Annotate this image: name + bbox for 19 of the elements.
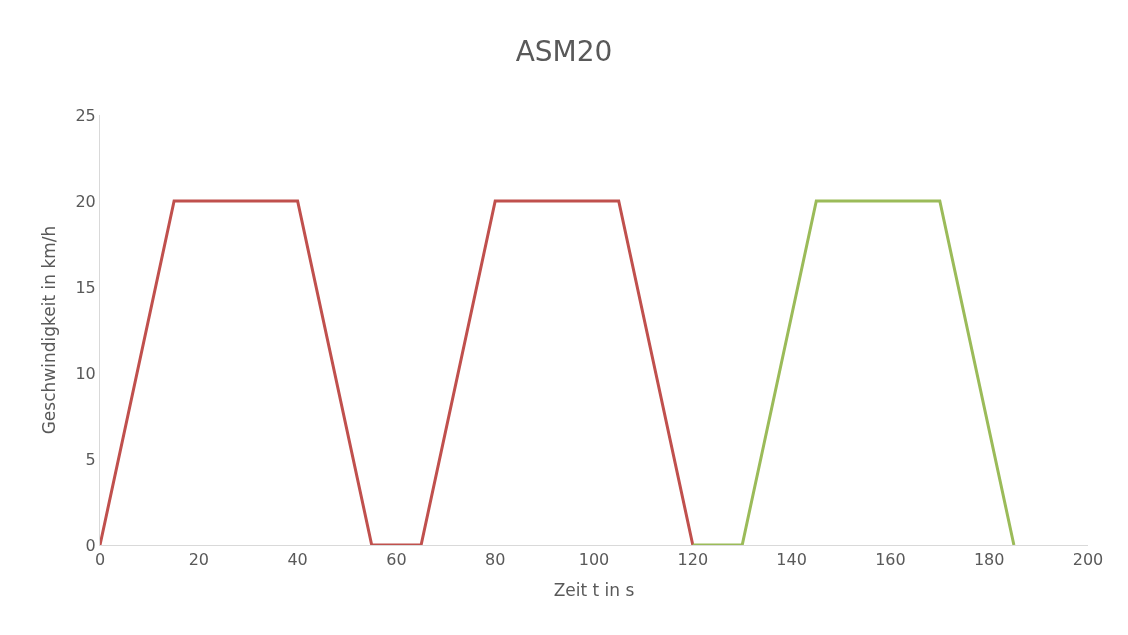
y-tick-label: 20 xyxy=(75,191,96,211)
x-tick-label: 140 xyxy=(776,550,807,570)
y-tick-label: 25 xyxy=(75,105,96,125)
x-tick-label: 100 xyxy=(578,550,610,570)
y-tick-label: 5 xyxy=(85,449,96,469)
x-tick-label: 160 xyxy=(875,550,906,570)
chart-title: ASM20 xyxy=(515,34,613,68)
x-tick-label: 200 xyxy=(1072,550,1104,570)
x-tick-label: 180 xyxy=(973,550,1005,570)
x-tick-label: 60 xyxy=(386,550,407,570)
y-axis-title: Geschwindigkeit in km/h xyxy=(38,225,59,435)
x-axis-title: Zeit t in s xyxy=(553,579,635,600)
x-tick-label: 80 xyxy=(485,550,506,570)
x-tick-label: 40 xyxy=(287,550,308,570)
y-tick-label: 15 xyxy=(75,277,96,297)
y-tick-label: 10 xyxy=(75,363,96,383)
x-tick-label: 20 xyxy=(188,550,209,570)
x-tick-label: 120 xyxy=(677,550,709,570)
y-tick-label: 0 xyxy=(85,535,96,555)
